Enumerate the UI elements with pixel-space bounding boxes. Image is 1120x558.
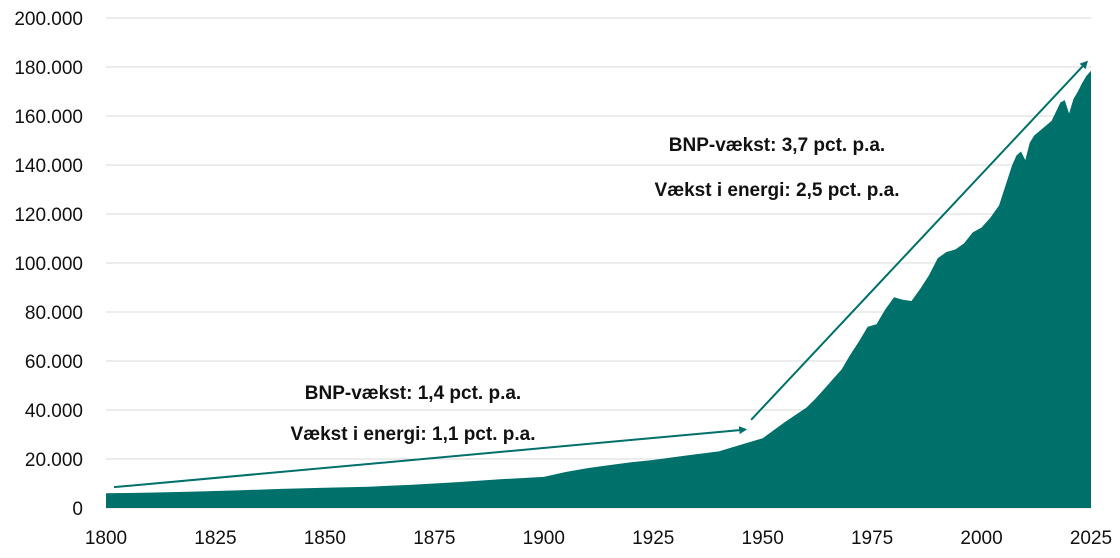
- y-axis-tick-labels: 0 20.000 40.000 60.000 80.000 100.000 120.000 1…: [14, 9, 83, 520]
- series-area: [106, 70, 1091, 508]
- area-series: [106, 70, 1091, 508]
- trend-arrow: [113, 426, 748, 489]
- x-tick-label: 1925: [632, 528, 674, 549]
- y-tick-label: 20.000: [25, 450, 83, 471]
- x-tick-label: 1825: [194, 528, 236, 549]
- x-axis-tick-labels: 1800 1825 1850 1875 1900 1925 1950 1975 2000 2025: [85, 528, 1112, 549]
- gridlines: [106, 17, 1091, 509]
- annotation-energy-growth: Vækst i energi: 2,5 pct. p.a.: [655, 180, 900, 201]
- annotation-gdp-growth: BNP-vækst: 1,4 pct. p.a.: [305, 383, 521, 404]
- x-tick-label: 1800: [85, 528, 127, 549]
- x-tick-label: 1950: [742, 528, 784, 549]
- y-tick-label: 160.000: [14, 107, 83, 128]
- trend-arrow: [750, 60, 1088, 421]
- y-tick-label: 140.000: [14, 156, 83, 177]
- x-tick-label: 2000: [960, 528, 1002, 549]
- y-tick-label: 100.000: [14, 254, 83, 275]
- x-tick-label: 2025: [1070, 528, 1112, 549]
- y-tick-label: 60.000: [25, 352, 83, 373]
- y-tick-label: 180.000: [14, 58, 83, 79]
- y-tick-label: 40.000: [25, 401, 83, 422]
- x-tick-label: 1975: [851, 528, 893, 549]
- annotation-gdp-growth: BNP-vækst: 3,7 pct. p.a.: [669, 135, 885, 156]
- y-tick-label: 80.000: [25, 303, 83, 324]
- x-tick-label: 1900: [523, 528, 565, 549]
- y-tick-label: 200.000: [14, 9, 83, 30]
- y-tick-label: 120.000: [14, 205, 83, 226]
- annotations: BNP-vækst: 1,4 pct. p.a. Vækst i energi: …: [113, 60, 1088, 489]
- x-tick-label: 1875: [413, 528, 455, 549]
- y-tick-label: 0: [72, 499, 83, 520]
- x-tick-label: 1850: [304, 528, 346, 549]
- annotation-energy-growth: Vækst i energi: 1,1 pct. p.a.: [291, 424, 536, 445]
